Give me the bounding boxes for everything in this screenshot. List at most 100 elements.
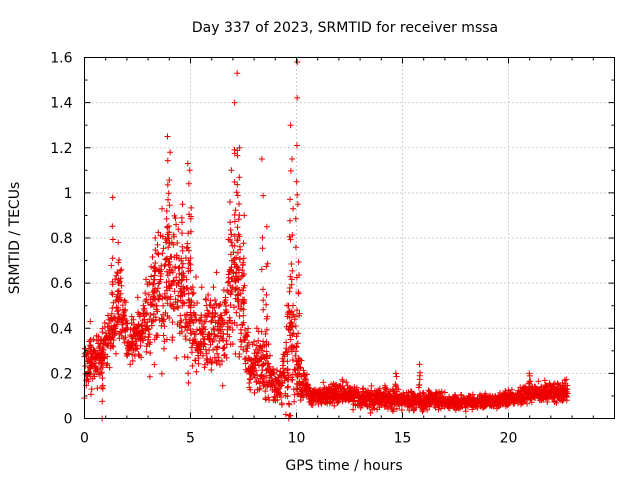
data-point [227, 282, 234, 289]
data-point [167, 293, 174, 300]
data-point [151, 361, 158, 368]
data-point [233, 309, 240, 316]
data-point [175, 265, 182, 272]
data-point [241, 300, 248, 307]
data-point [109, 291, 116, 298]
data-point [134, 294, 141, 301]
data-point [173, 355, 180, 361]
data-markers [81, 59, 571, 422]
data-point [85, 378, 92, 385]
data-point [420, 389, 427, 396]
data-point [263, 326, 270, 333]
data-point [178, 317, 185, 324]
data-point [253, 352, 260, 359]
data-point [115, 239, 122, 246]
data-point [161, 323, 168, 330]
data-point [109, 194, 116, 201]
data-point [294, 340, 301, 347]
data-point [109, 316, 116, 323]
data-point [164, 133, 171, 140]
data-point [289, 324, 296, 330]
data-point [289, 357, 296, 363]
data-point [185, 370, 192, 377]
data-point [240, 319, 247, 326]
data-point [187, 213, 194, 220]
data-point [129, 351, 136, 358]
data-point [415, 395, 422, 402]
data-point [165, 229, 172, 236]
data-point [237, 290, 244, 297]
data-point [265, 360, 272, 367]
data-point [88, 386, 95, 393]
data-point [148, 273, 155, 280]
data-point [240, 306, 247, 313]
data-point [160, 332, 167, 339]
data-point [87, 318, 94, 325]
data-point [235, 297, 242, 303]
data-point [180, 260, 186, 267]
data-point [147, 350, 154, 356]
data-point [118, 282, 125, 289]
data-point [99, 398, 106, 405]
data-point [243, 348, 250, 355]
data-point [216, 302, 223, 309]
data-point [258, 156, 265, 162]
data-point [169, 334, 176, 341]
data-point [121, 297, 128, 304]
data-point [259, 343, 266, 350]
data-point [508, 386, 515, 393]
data-point [228, 167, 235, 174]
data-point [528, 399, 535, 406]
data-point [206, 302, 213, 308]
data-point [154, 332, 161, 339]
data-point [150, 311, 157, 317]
data-point [262, 388, 269, 395]
data-point [115, 276, 122, 283]
data-point [155, 229, 162, 236]
data-point [367, 410, 374, 416]
data-point [199, 331, 206, 338]
data-point [238, 330, 245, 337]
data-point [152, 247, 159, 253]
data-point [88, 356, 94, 363]
data-point [425, 387, 432, 394]
data-point [526, 385, 533, 392]
data-point [166, 258, 173, 265]
data-point [123, 317, 130, 324]
data-point [179, 276, 186, 283]
data-point [166, 223, 172, 230]
data-point [184, 285, 191, 292]
data-point [260, 192, 267, 199]
data-point [210, 337, 217, 343]
data-point [113, 350, 119, 357]
data-point [295, 259, 302, 265]
data-point [227, 237, 234, 243]
data-point [236, 201, 242, 207]
data-point [185, 180, 192, 187]
data-point [234, 322, 240, 329]
data-point [166, 285, 173, 292]
data-point [154, 241, 161, 248]
data-point [210, 284, 217, 291]
data-point [178, 255, 185, 262]
data-point [416, 382, 423, 389]
data-point [222, 297, 229, 304]
data-point [109, 305, 116, 312]
data-point [263, 223, 270, 230]
data-point [232, 207, 239, 214]
data-point [288, 276, 295, 283]
y-tick-label: 1.6 [50, 51, 72, 67]
data-point [172, 215, 179, 222]
data-point [203, 350, 210, 357]
data-point [320, 379, 327, 386]
data-point [179, 230, 185, 237]
data-point [298, 373, 305, 380]
data-point [154, 285, 161, 292]
data-point [248, 356, 255, 363]
data-point [171, 233, 177, 240]
data-point [294, 370, 301, 377]
data-point [241, 212, 248, 219]
data-point [87, 350, 94, 357]
data-point [145, 291, 152, 298]
data-point [236, 174, 243, 181]
